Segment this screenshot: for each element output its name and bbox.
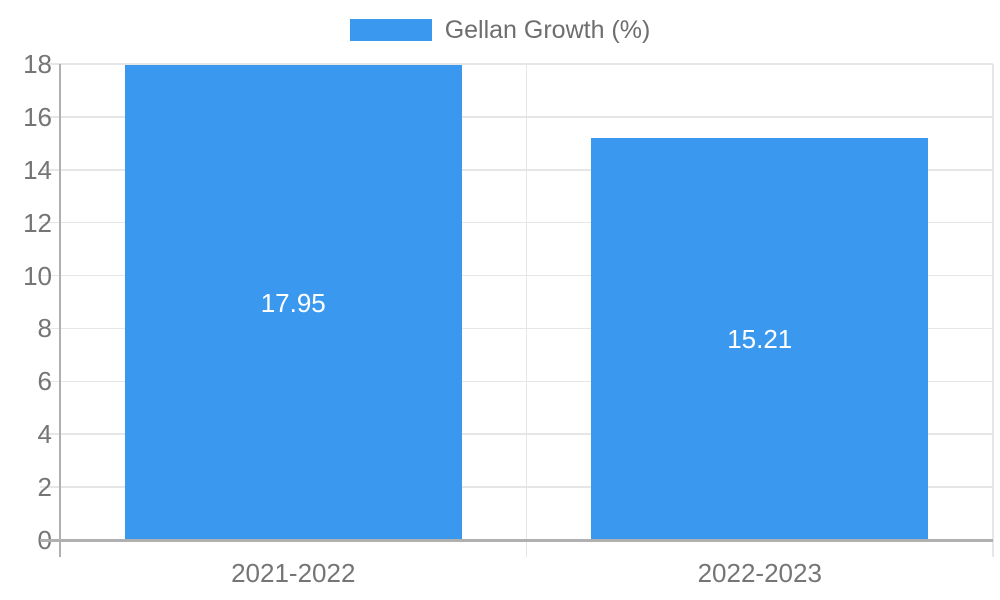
y-tick-label: 10: [23, 260, 52, 291]
legend-label: Gellan Growth (%): [444, 16, 651, 44]
y-axis-line: [59, 64, 61, 557]
bar-value-label: 17.95: [260, 287, 326, 318]
y-tick-label: 8: [37, 313, 52, 344]
y-tick-label: 6: [37, 366, 52, 397]
y-tick-label: 2: [37, 472, 52, 503]
gridline: [40, 63, 993, 65]
y-tick-label: 12: [23, 207, 52, 238]
x-axis-line: [40, 538, 993, 542]
legend[interactable]: Gellan Growth (%): [0, 16, 1000, 44]
bar[interactable]: [124, 65, 462, 540]
bar-value-label: 15.21: [727, 323, 793, 354]
bar[interactable]: [591, 137, 929, 540]
y-tick-label: 14: [23, 154, 52, 185]
gridline: [40, 486, 993, 488]
gridline: [40, 274, 993, 277]
y-tick-label: 18: [23, 49, 52, 79]
gridline: [40, 169, 993, 171]
y-tick-label: 16: [23, 101, 52, 132]
gridline: [40, 116, 993, 118]
y-tick-label: 4: [37, 419, 52, 450]
gridline: [40, 221, 993, 224]
gridline: [40, 327, 993, 330]
gridline: [40, 380, 993, 383]
vertical-gridline: [992, 64, 994, 557]
gridline: [40, 433, 993, 435]
legend-swatch: [349, 19, 432, 41]
vertical-gridline: [525, 64, 528, 557]
x-tick-label: 2022-2023: [697, 558, 822, 588]
x-tick-label: 2021-2022: [231, 558, 356, 588]
